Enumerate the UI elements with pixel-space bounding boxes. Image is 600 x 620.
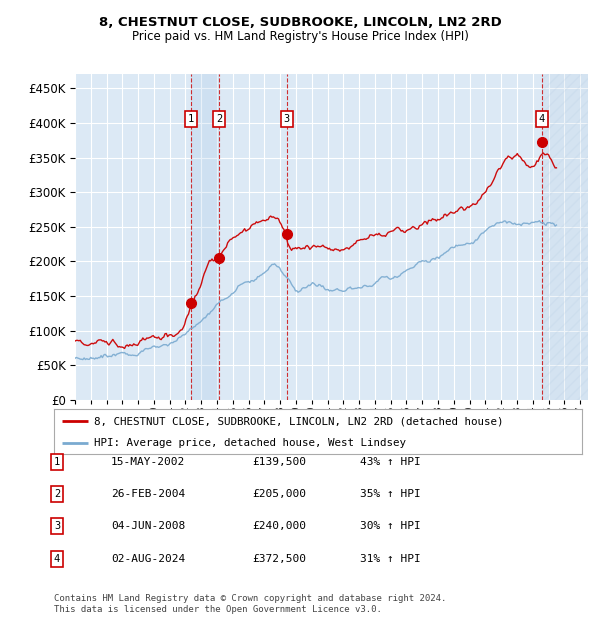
Text: £372,500: £372,500 (252, 554, 306, 564)
Bar (191, 74, 220, 400)
Text: £240,000: £240,000 (252, 521, 306, 531)
Text: 31% ↑ HPI: 31% ↑ HPI (360, 554, 421, 564)
Text: 4: 4 (539, 115, 545, 125)
Text: 2: 2 (217, 115, 223, 125)
Text: £205,000: £205,000 (252, 489, 306, 499)
Text: This data is licensed under the Open Government Licence v3.0.: This data is licensed under the Open Gov… (54, 604, 382, 614)
Bar (542, 74, 588, 400)
Text: 3: 3 (284, 115, 290, 125)
Text: 8, CHESTNUT CLOSE, SUDBROOKE, LINCOLN, LN2 2RD: 8, CHESTNUT CLOSE, SUDBROOKE, LINCOLN, L… (98, 16, 502, 29)
Text: 3: 3 (54, 521, 60, 531)
Text: 2: 2 (54, 489, 60, 499)
Text: 1: 1 (188, 115, 194, 125)
Text: 30% ↑ HPI: 30% ↑ HPI (360, 521, 421, 531)
Text: 15-MAY-2002: 15-MAY-2002 (111, 457, 185, 467)
Text: HPI: Average price, detached house, West Lindsey: HPI: Average price, detached house, West… (94, 438, 406, 448)
Text: 43% ↑ HPI: 43% ↑ HPI (360, 457, 421, 467)
Text: £139,500: £139,500 (252, 457, 306, 467)
Text: Price paid vs. HM Land Registry's House Price Index (HPI): Price paid vs. HM Land Registry's House … (131, 30, 469, 43)
Text: 35% ↑ HPI: 35% ↑ HPI (360, 489, 421, 499)
Text: 04-JUN-2008: 04-JUN-2008 (111, 521, 185, 531)
Text: 26-FEB-2004: 26-FEB-2004 (111, 489, 185, 499)
Text: 1: 1 (54, 457, 60, 467)
Text: Contains HM Land Registry data © Crown copyright and database right 2024.: Contains HM Land Registry data © Crown c… (54, 593, 446, 603)
Text: 02-AUG-2024: 02-AUG-2024 (111, 554, 185, 564)
Text: 8, CHESTNUT CLOSE, SUDBROOKE, LINCOLN, LN2 2RD (detached house): 8, CHESTNUT CLOSE, SUDBROOKE, LINCOLN, L… (94, 417, 503, 427)
Text: 4: 4 (54, 554, 60, 564)
